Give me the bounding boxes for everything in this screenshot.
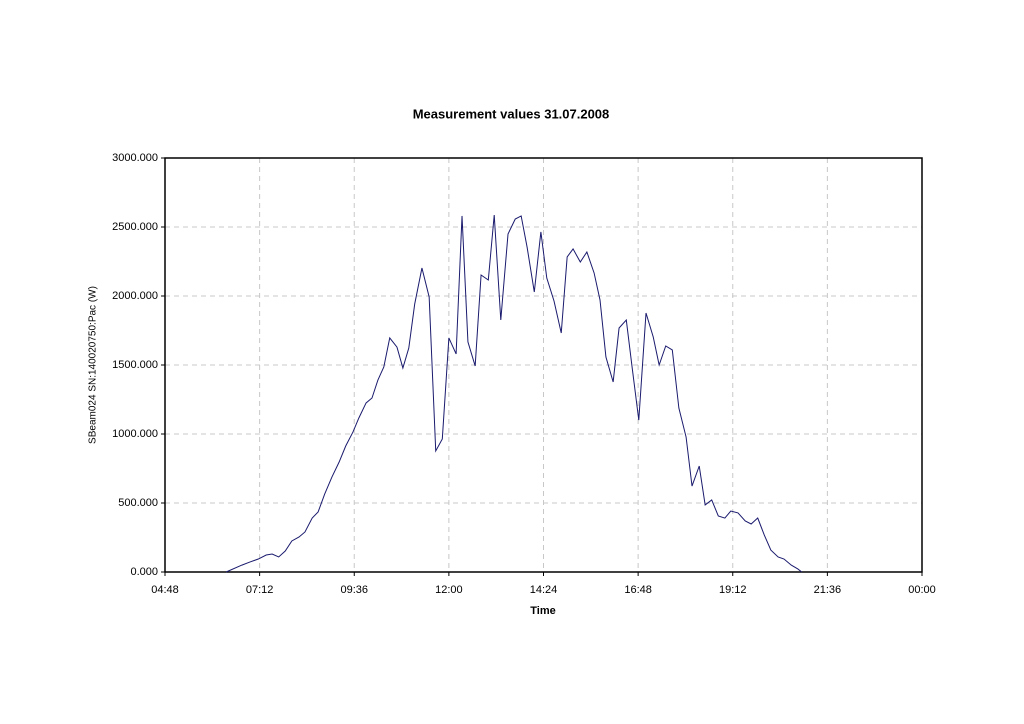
y-tick-label: 3000.000 <box>112 152 158 164</box>
y-tick-label: 0.000 <box>130 566 158 578</box>
y-tick-label: 1500.000 <box>112 359 158 371</box>
y-tick-label: 2000.000 <box>112 290 158 302</box>
x-tick-label: 14:24 <box>530 584 558 596</box>
x-tick-label: 12:00 <box>435 584 463 596</box>
x-tick-label: 16:48 <box>624 584 652 596</box>
x-tick-label: 07:12 <box>246 584 274 596</box>
x-tick-label: 21:36 <box>814 584 842 596</box>
y-tick-label: 500.000 <box>118 497 158 509</box>
x-tick-label: 09:36 <box>340 584 368 596</box>
data-line <box>225 214 803 573</box>
y-tick-label: 1000.000 <box>112 428 158 440</box>
x-tick-label: 00:00 <box>908 584 936 596</box>
x-tick-label: 04:48 <box>151 584 179 596</box>
y-axis-label: SBeam024 SN:140020750:Pac (W) <box>88 286 99 444</box>
plot-frame <box>164 157 923 573</box>
x-tick-label: 19:12 <box>719 584 747 596</box>
x-axis-label: Time <box>530 605 555 617</box>
y-tick-label: 2500.000 <box>112 221 158 233</box>
chart-title: Measurement values 31.07.2008 <box>413 106 610 121</box>
